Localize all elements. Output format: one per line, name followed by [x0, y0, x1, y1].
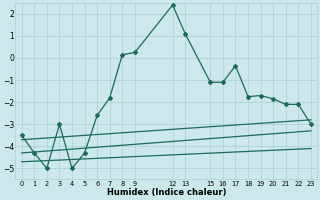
X-axis label: Humidex (Indice chaleur): Humidex (Indice chaleur) [107, 188, 226, 197]
